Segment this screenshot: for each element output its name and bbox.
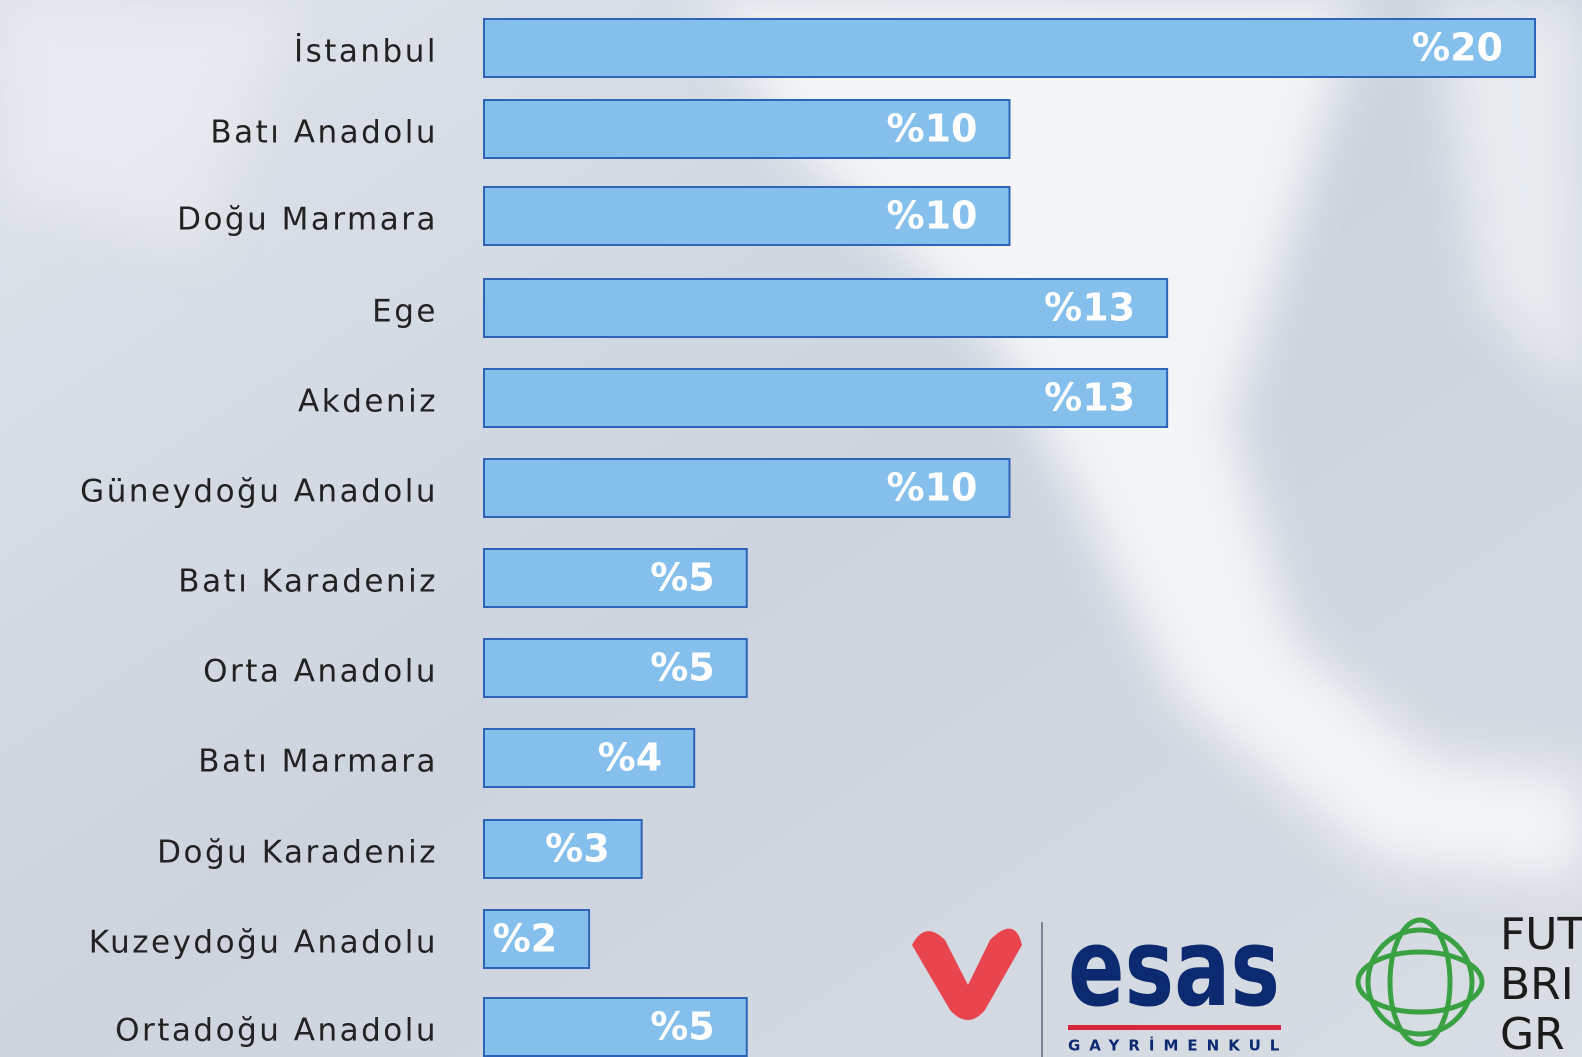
- category-label: Kuzeydoğu Anadolu: [89, 925, 438, 961]
- category-label: Akdeniz: [298, 384, 438, 420]
- category-label: Doğu Marmara: [177, 202, 438, 238]
- category-label: Güneydoğu Anadolu: [80, 474, 438, 510]
- bar: [483, 819, 643, 879]
- partner-text: BRI: [1500, 959, 1574, 1010]
- category-label: Doğu Karadeniz: [157, 835, 438, 871]
- category-label: Orta Anadolu: [203, 654, 438, 690]
- logo-subtitle: GAYRİMENKUL: [1068, 1036, 1288, 1055]
- bar: [483, 186, 1011, 246]
- value-label: %13: [1044, 376, 1135, 420]
- value-label: %4: [598, 736, 663, 780]
- category-label: Batı Anadolu: [210, 115, 438, 151]
- value-label: %5: [650, 556, 715, 600]
- bar: [483, 18, 1536, 78]
- bar: [483, 458, 1011, 518]
- value-label: %10: [887, 466, 978, 510]
- value-label: %3: [545, 827, 610, 871]
- bar: [483, 638, 748, 698]
- value-label: %2: [493, 917, 558, 961]
- category-label: Ege: [372, 294, 438, 330]
- bar: [483, 728, 696, 788]
- category-label: Batı Karadeniz: [178, 564, 438, 600]
- value-label: %20: [1412, 26, 1503, 70]
- value-label: %10: [887, 107, 978, 151]
- category-label: Ortadoğu Anadolu: [115, 1013, 438, 1049]
- bar: [483, 368, 1169, 428]
- partner-text: FUT: [1500, 909, 1582, 960]
- value-label: %5: [650, 1005, 715, 1049]
- category-label: Batı Marmara: [198, 744, 438, 780]
- bar: [483, 909, 591, 969]
- partner-text: GR: [1500, 1009, 1565, 1057]
- bar: [483, 278, 1169, 338]
- esas-logo: esas GAYRİMENKUL: [912, 906, 1288, 1057]
- value-label: %10: [887, 194, 978, 238]
- partner-logo: [1355, 917, 1485, 1047]
- value-label: %5: [650, 646, 715, 690]
- logo-text: esas: [1068, 906, 1280, 1031]
- bar: [483, 548, 748, 608]
- category-label: İstanbul: [294, 34, 438, 70]
- bar: [483, 997, 748, 1057]
- value-label: %13: [1044, 286, 1135, 330]
- logo-underline: [1068, 1025, 1281, 1030]
- logo-mark: [912, 928, 1022, 1020]
- bar: [483, 99, 1011, 159]
